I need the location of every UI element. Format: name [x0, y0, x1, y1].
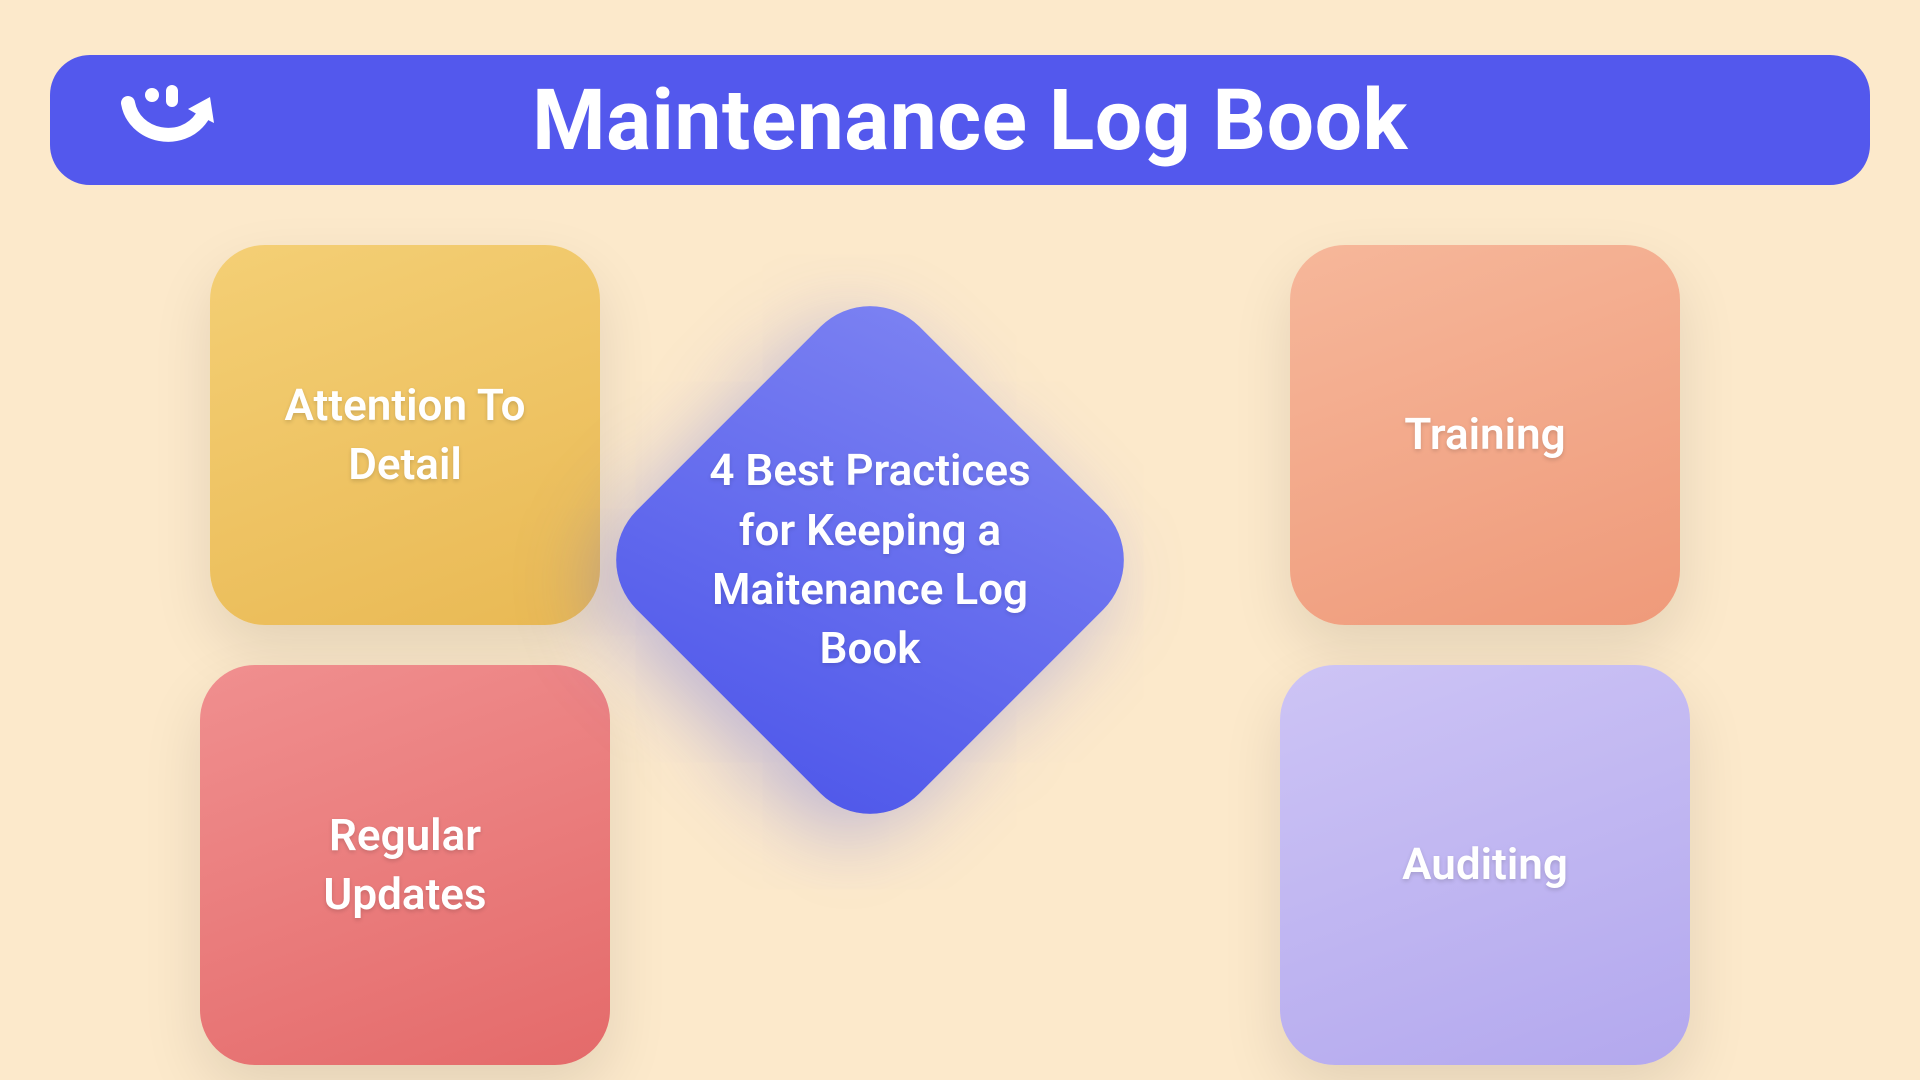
card-label: Training — [1404, 405, 1565, 464]
card-auditing: Auditing — [1280, 665, 1690, 1065]
center-diamond: 4 Best Practices for Keeping a Maitenanc… — [670, 360, 1070, 760]
page-title: Maintenance Log Book — [240, 71, 1700, 170]
card-label: Attention To Detail — [269, 376, 542, 495]
card-regular-updates: Regular Updates — [200, 665, 610, 1065]
card-attention-to-detail: Attention To Detail — [210, 245, 600, 625]
header-bar: Maintenance Log Book — [50, 55, 1870, 185]
logo-icon — [100, 75, 240, 165]
center-label: 4 Best Practices for Keeping a Maitenanc… — [690, 441, 1050, 679]
card-label: Regular Updates — [262, 806, 549, 925]
card-label: Auditing — [1402, 835, 1568, 894]
card-training: Training — [1290, 245, 1680, 625]
